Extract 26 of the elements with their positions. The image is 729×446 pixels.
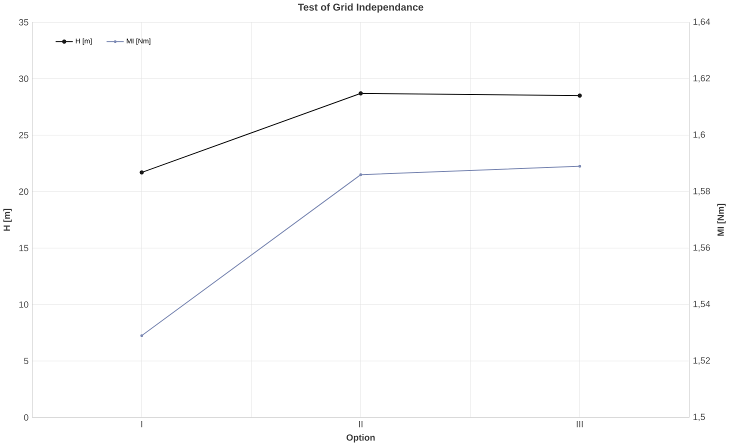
y2-tick-label: 1,62 (693, 75, 710, 82)
y2-tick-label: 1,56 (693, 244, 710, 252)
x-axis-title: Option (346, 434, 375, 443)
x-tick-label: III (576, 421, 583, 428)
y-tick-label: 30 (18, 76, 28, 82)
point (140, 170, 144, 175)
y2-tick-label: 1,52 (693, 357, 710, 365)
chart-title: Test of Grid Independance (298, 3, 424, 13)
y2-tick-label: 1,54 (693, 300, 710, 308)
point (358, 91, 363, 96)
y-tick-label: 25 (19, 132, 28, 138)
y-tick-label: 5 (24, 358, 28, 364)
y-tick-label: 35 (18, 19, 28, 26)
y2-tick-label: 1,5 (693, 414, 705, 422)
point (578, 94, 582, 98)
y-tick-label: 20 (19, 188, 28, 195)
y-axis-title: H [m] (3, 208, 12, 231)
y-tick-label: 0 (24, 414, 28, 421)
y2-axis-title: MI [Nm] (717, 204, 726, 236)
y-tick-label: 10 (19, 301, 28, 308)
x-tick-label: II (359, 421, 362, 428)
y2-tick-label: 1,64 (693, 18, 710, 26)
y-tick-label: 15 (19, 244, 28, 252)
y2-tick-label: 1,6 (693, 131, 705, 139)
x-tick-label: I (141, 421, 142, 428)
y2-tick-label: 1,58 (693, 188, 710, 196)
